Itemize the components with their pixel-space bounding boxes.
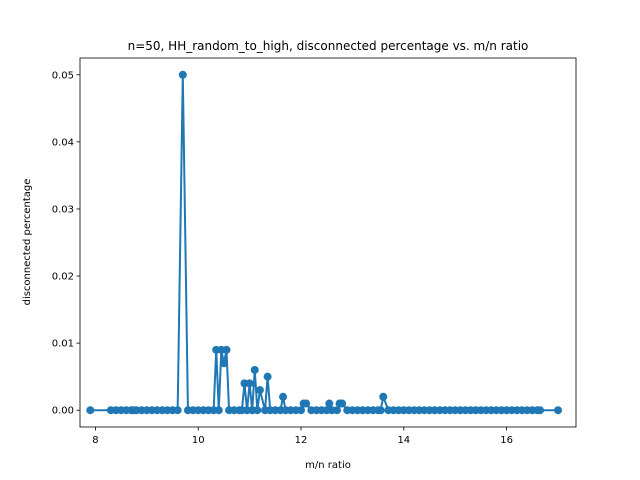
x-tick-label: 8 bbox=[92, 435, 98, 446]
y-tick-label: 0.05 bbox=[52, 70, 74, 81]
y-tick-label: 0.03 bbox=[52, 204, 74, 215]
y-tick-label: 0.02 bbox=[52, 272, 74, 283]
axis-ticks: 8 10 12 14 16 0.00 0.01 0.02 0.03 0.04 0.05 bbox=[52, 70, 513, 446]
data-point bbox=[250, 365, 259, 374]
data-point bbox=[536, 406, 545, 415]
data-point bbox=[253, 406, 262, 415]
data-point bbox=[178, 70, 187, 79]
data-point bbox=[219, 359, 228, 368]
y-axis-label: disconnected percentage bbox=[22, 179, 33, 306]
data-point bbox=[338, 399, 347, 408]
x-tick-label: 12 bbox=[295, 435, 308, 446]
data-point bbox=[255, 386, 264, 395]
data-point bbox=[332, 406, 341, 415]
x-tick-label: 16 bbox=[500, 435, 513, 446]
y-tick-label: 0.04 bbox=[52, 137, 74, 148]
axes-frame bbox=[79, 57, 577, 428]
y-tick-label: 0.01 bbox=[52, 339, 74, 350]
data-point bbox=[379, 392, 388, 401]
data-point bbox=[376, 406, 385, 415]
chart-title: n=50, HH_random_to_high, disconnected pe… bbox=[128, 39, 529, 53]
data-point bbox=[173, 406, 182, 415]
series-group bbox=[86, 70, 563, 415]
data-point bbox=[554, 406, 563, 415]
data-point bbox=[86, 406, 95, 415]
y-tick-label: 0.00 bbox=[52, 406, 74, 417]
data-point bbox=[302, 399, 311, 408]
data-point bbox=[263, 372, 272, 381]
x-tick-label: 14 bbox=[397, 435, 410, 446]
data-point bbox=[297, 406, 306, 415]
data-point bbox=[245, 379, 254, 388]
data-point bbox=[279, 392, 288, 401]
data-point bbox=[214, 406, 223, 415]
plot-background bbox=[80, 58, 576, 427]
x-axis-label: m/n ratio bbox=[305, 460, 351, 471]
data-point bbox=[222, 345, 231, 354]
x-tick-label: 10 bbox=[192, 435, 205, 446]
plot-area bbox=[80, 58, 576, 427]
data-point bbox=[325, 399, 334, 408]
